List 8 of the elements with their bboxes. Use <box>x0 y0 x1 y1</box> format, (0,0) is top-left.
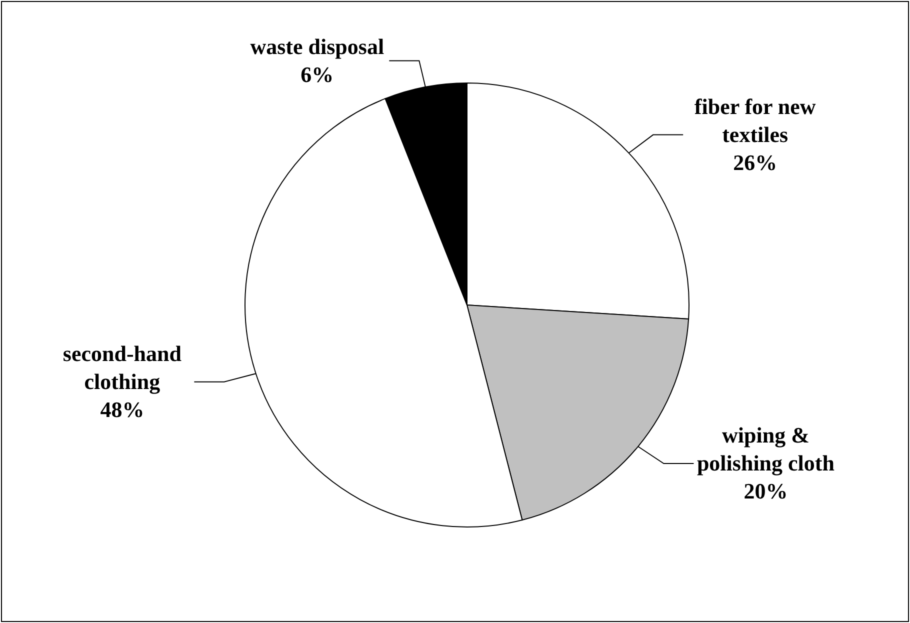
slice-label: fiber for new textiles <box>694 94 816 147</box>
slice-label: waste disposal <box>250 34 384 59</box>
slice-label: second-hand clothing <box>62 340 182 394</box>
data-label: 26% <box>733 150 778 175</box>
data-label: 48% <box>100 396 144 422</box>
data-label: 6% <box>300 62 334 87</box>
data-label: 20% <box>744 478 788 504</box>
slice-label: wiping & polishing cloth <box>696 422 834 476</box>
